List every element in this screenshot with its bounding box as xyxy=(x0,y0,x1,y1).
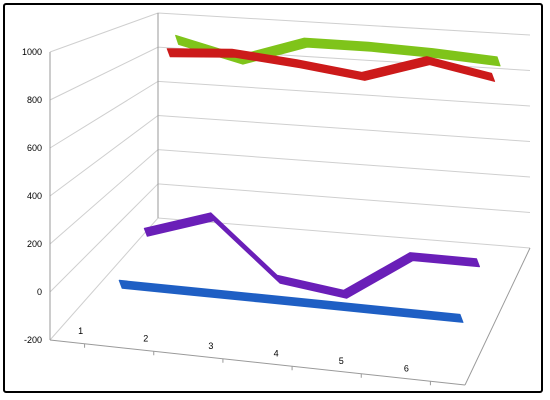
axes xyxy=(49,13,531,386)
y-tick-label: 200 xyxy=(27,239,42,249)
gridline-400 xyxy=(49,114,531,197)
y-tick-label: 1000 xyxy=(22,47,42,57)
y-tick-label: -200 xyxy=(24,335,42,345)
y-tick-label: 800 xyxy=(27,95,42,105)
x-axis-tick-labels: 1 2 3 4 5 6 xyxy=(78,326,409,374)
x-tick-label: 1 xyxy=(78,326,83,336)
y-axis-tick-labels: -200 0 200 400 600 800 1000 xyxy=(22,47,42,345)
x-tick-label: 3 xyxy=(208,341,213,351)
y-tick-label: 400 xyxy=(27,191,42,201)
y-tick-label: 0 xyxy=(37,287,42,297)
x-tick-label: 6 xyxy=(404,363,409,373)
series-1-ribbon xyxy=(118,279,464,323)
y-tick-label: 600 xyxy=(27,143,42,153)
x-tick-label: 2 xyxy=(143,333,148,343)
gridline-200 xyxy=(49,149,531,245)
x-axis-line xyxy=(49,339,466,386)
x-tick-label: 4 xyxy=(274,348,279,358)
gridline-0 xyxy=(49,183,531,293)
series-3-ribbon xyxy=(166,48,496,82)
floor-right-edge xyxy=(464,247,531,386)
gridline-600 xyxy=(49,80,531,149)
series-2-ribbon xyxy=(143,212,480,299)
series-ribbons xyxy=(118,34,501,323)
x-tick-label: 5 xyxy=(339,356,344,366)
